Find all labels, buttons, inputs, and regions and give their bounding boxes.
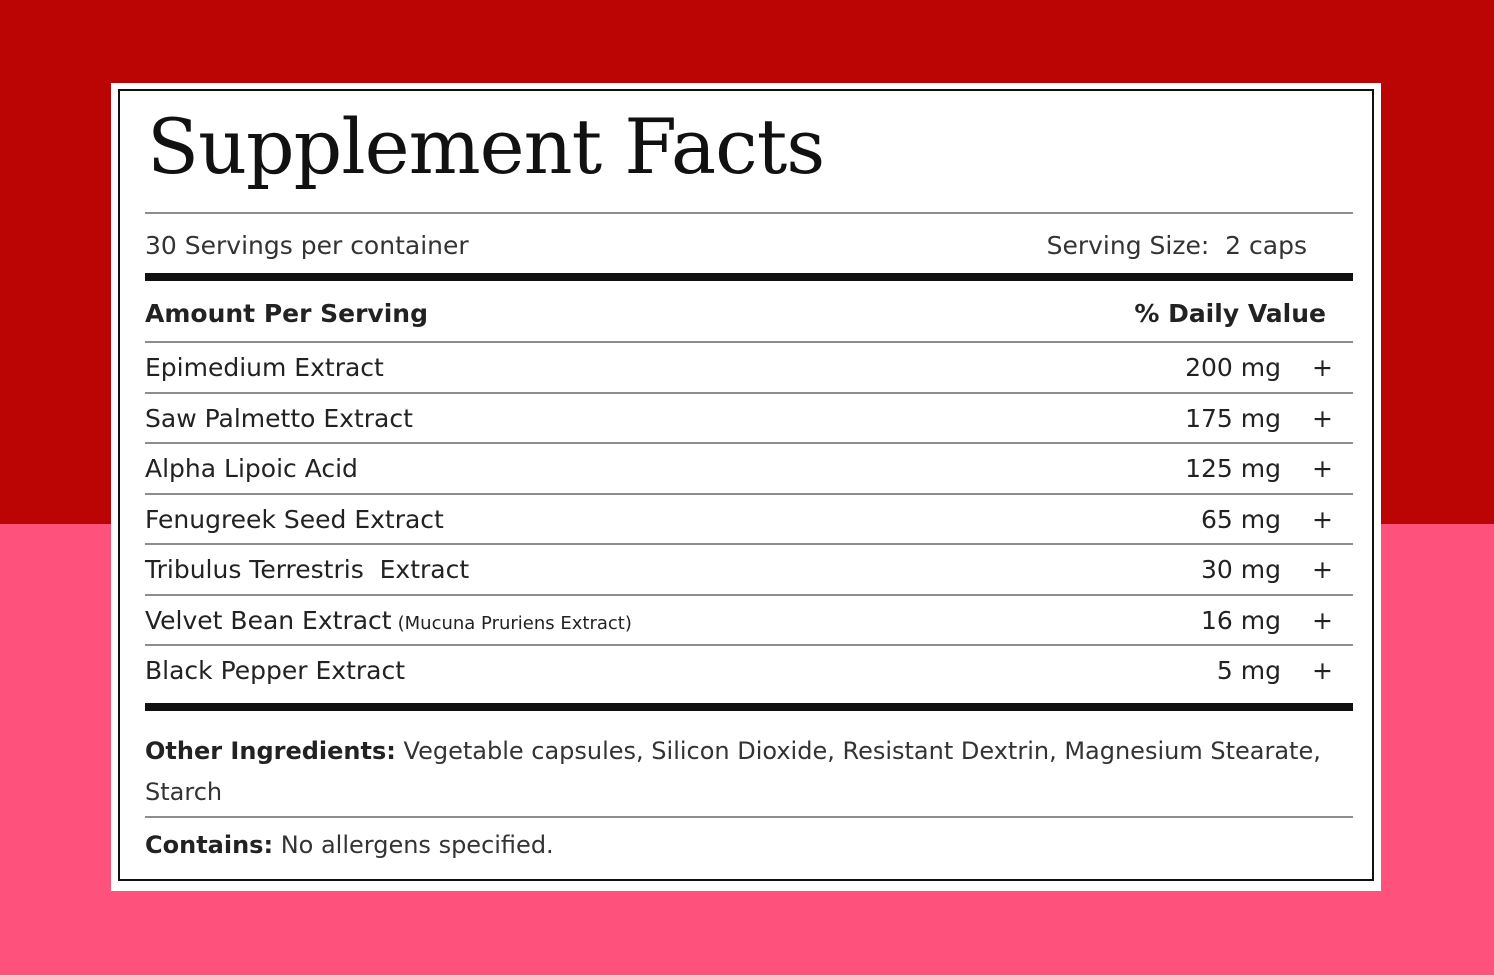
ingredient-row: Alpha Lipoic Acid 125 mg + bbox=[145, 444, 1353, 495]
ingredient-name: Velvet Bean Extract (Mucuna Pruriens Extr… bbox=[145, 606, 632, 635]
ingredient-daily-value: + bbox=[1312, 403, 1333, 433]
divider bbox=[145, 341, 1353, 343]
ingredient-name: Black Pepper Extract bbox=[145, 656, 405, 685]
ingredient-row: Epimedium Extract 200 mg + bbox=[145, 343, 1353, 394]
ingredient-name: Epimedium Extract bbox=[145, 353, 384, 382]
ingredient-row: Velvet Bean Extract (Mucuna Pruriens Extr… bbox=[145, 596, 1353, 646]
ingredient-name-text: Tribulus Terrestris Extract bbox=[145, 555, 470, 584]
ingredient-name-text: Saw Palmetto Extract bbox=[145, 403, 413, 433]
ingredient-daily-value: + bbox=[1312, 605, 1333, 635]
ingredient-name-text: Alpha Lipoic Acid bbox=[145, 454, 358, 483]
ingredient-row: Saw Palmetto Extract 175 mg + bbox=[145, 394, 1353, 444]
divider bbox=[145, 816, 1353, 818]
header-amount-per-serving: Amount Per Serving bbox=[145, 299, 428, 328]
serving-info-row: 30 Servings per container Serving Size: … bbox=[145, 227, 1353, 267]
ingredient-daily-value: + bbox=[1312, 656, 1333, 685]
ingredient-name: Saw Palmetto Extract bbox=[145, 404, 413, 433]
ingredient-amount: 30 mg bbox=[1201, 555, 1281, 584]
other-ingredients: Other Ingredients: Vegetable capsules, S… bbox=[145, 731, 1357, 813]
ingredient-name-text: Fenugreek Seed Extract bbox=[145, 504, 444, 534]
ingredient-daily-value: + bbox=[1312, 504, 1333, 534]
ingredient-name-text: Black Pepper Extract bbox=[145, 656, 406, 685]
ingredient-name: Fenugreek Seed Extract bbox=[145, 505, 444, 534]
label-title: Supplement Facts bbox=[147, 102, 825, 191]
servings-per-container: 30 Servings per container bbox=[145, 231, 469, 260]
ingredient-daily-value: + bbox=[1312, 454, 1333, 483]
contains-statement: Contains: No allergens specified. bbox=[145, 831, 1353, 859]
ingredient-row: Tribulus Terrestris Extract 30 mg + bbox=[145, 545, 1353, 596]
other-ingredients-label: Other Ingredients: bbox=[145, 737, 396, 765]
contains-label: Contains: bbox=[145, 831, 274, 859]
ingredient-amount: 16 mg bbox=[1201, 605, 1281, 635]
ingredient-amount: 175 mg bbox=[1185, 403, 1281, 433]
ingredient-row: Black Pepper Extract 5 mg + bbox=[145, 646, 1353, 697]
ingredient-name-text: Epimedium Extract bbox=[145, 353, 384, 382]
other-ingredients-text: Vegetable capsules, Silicon Dioxide, Res… bbox=[145, 737, 1321, 806]
ingredient-amount: 125 mg bbox=[1185, 454, 1281, 483]
divider bbox=[145, 212, 1353, 214]
ingredient-amount: 5 mg bbox=[1216, 656, 1281, 685]
serving-size: Serving Size: 2 caps bbox=[1046, 231, 1307, 260]
contains-text: No allergens specified. bbox=[280, 831, 554, 859]
ingredient-daily-value: + bbox=[1312, 353, 1333, 382]
ingredient-name: Alpha Lipoic Acid bbox=[145, 454, 358, 483]
ingredient-amount: 200 mg bbox=[1185, 353, 1281, 382]
ingredient-amount: 65 mg bbox=[1201, 504, 1281, 534]
header-daily-value: % Daily Value bbox=[1134, 299, 1326, 328]
ingredient-list: Epimedium Extract 200 mg + Saw Palmetto Ext… bbox=[145, 343, 1353, 697]
label-frame: Supplement Facts 30 Servings per contain… bbox=[118, 89, 1374, 881]
ingredient-note: (Mucuna Pruriens Extract) bbox=[397, 612, 632, 634]
ingredient-daily-value: + bbox=[1312, 555, 1333, 584]
thick-divider bbox=[145, 703, 1353, 711]
supplement-facts-label: Supplement Facts 30 Servings per contain… bbox=[111, 83, 1381, 891]
ingredient-name: Tribulus Terrestris Extract bbox=[145, 555, 469, 584]
thick-divider bbox=[145, 273, 1353, 281]
ingredient-name-text: Velvet Bean Extract bbox=[145, 605, 392, 635]
ingredient-row: Fenugreek Seed Extract 65 mg + bbox=[145, 495, 1353, 545]
